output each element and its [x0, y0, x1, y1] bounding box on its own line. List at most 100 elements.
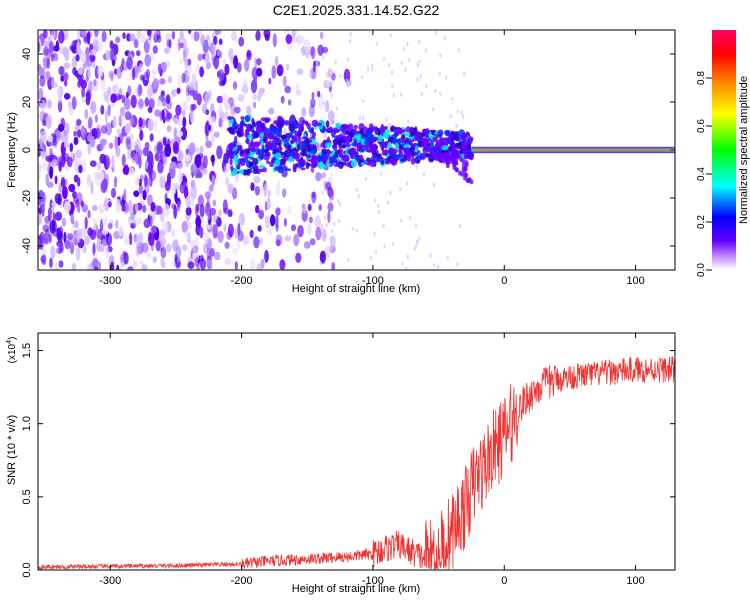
heatmap-cell — [338, 154, 345, 158]
heatmap-cell — [100, 105, 105, 115]
heatmap-cell — [268, 107, 275, 115]
heatmap-cell — [347, 257, 350, 263]
heatmap-cell — [294, 125, 298, 129]
heatmap-cell — [176, 200, 181, 212]
heatmap-cell — [234, 106, 241, 114]
heatmap-cell — [138, 117, 143, 128]
heatmap-cell — [142, 147, 150, 157]
heatmap-cell — [325, 120, 330, 128]
heatmap-cell — [237, 230, 244, 242]
heatmap-cell — [391, 84, 394, 89]
heatmap-cell — [158, 63, 162, 74]
heatmap-cell — [297, 225, 304, 238]
heatmap-cell — [147, 118, 154, 132]
heatmap-cell — [306, 223, 313, 235]
heatmap-cell — [331, 144, 338, 149]
y-tick-label: 40 — [21, 48, 33, 60]
heatmap-cell — [174, 253, 178, 264]
colorbar-gradient — [712, 30, 736, 270]
heatmap-cell — [425, 83, 428, 89]
heatmap-cell — [305, 161, 310, 170]
heatmap-cell — [319, 250, 326, 264]
bottom-x-axis-label: Height of straight line (km) — [292, 583, 420, 595]
heatmap-cell — [139, 33, 147, 44]
heatmap-cell — [246, 148, 251, 155]
heatmap-cell — [75, 246, 81, 261]
heatmap-cell — [327, 202, 334, 212]
y-tick-label: -20 — [21, 190, 33, 206]
heatmap-cell — [310, 46, 316, 60]
heatmap-cell — [377, 209, 381, 214]
heatmap-cell — [97, 65, 104, 77]
heatmap-cell — [91, 258, 99, 269]
heatmap-cell — [139, 129, 144, 141]
heatmap-cell — [213, 55, 220, 70]
heatmap-cell — [89, 160, 97, 167]
heatmap-cell — [416, 239, 419, 245]
heatmap-cell — [129, 232, 133, 246]
heatmap-cell — [311, 92, 315, 99]
heatmap-cell — [263, 184, 268, 198]
heatmap-cell — [424, 147, 431, 151]
heatmap-cell — [275, 207, 281, 216]
heatmap-cell — [189, 89, 196, 96]
heatmap-cell — [173, 127, 178, 141]
heatmap-cell — [164, 143, 172, 157]
heatmap-cell — [50, 30, 56, 41]
heatmap-cell — [433, 154, 438, 160]
heatmap-cell — [175, 261, 181, 268]
heatmap-cell — [122, 32, 126, 40]
heatmap-cell — [144, 53, 152, 67]
heatmap-cell — [355, 228, 358, 233]
heatmap-cell — [58, 245, 63, 254]
heatmap-cell — [395, 142, 399, 150]
heatmap-cell — [437, 132, 443, 139]
heatmap-cell — [154, 30, 158, 38]
heatmap-cell — [406, 41, 409, 47]
heatmap-cell — [387, 124, 390, 129]
heatmap-cell — [416, 62, 420, 67]
heatmap-cell — [142, 189, 147, 201]
heatmap-cell — [410, 157, 416, 165]
heatmap-cell — [446, 256, 449, 261]
heatmap-cell — [325, 142, 332, 149]
snr-panel: -300 -200 -100 0 100 0.0 0.5 1.0 1.5 Height of … — [6, 332, 676, 595]
heatmap-cell — [322, 46, 329, 54]
heatmap-cell — [111, 154, 115, 169]
heatmap-cell — [459, 156, 463, 162]
heatmap-cell — [102, 217, 109, 226]
heatmap-cell — [132, 219, 137, 229]
heatmap-cell — [392, 151, 397, 160]
heatmap-cell — [317, 44, 324, 56]
heatmap-cell — [218, 209, 222, 217]
heatmap-cell — [429, 253, 432, 258]
heatmap-cell — [336, 138, 343, 146]
heatmap-cell — [51, 81, 58, 88]
heatmap-cell — [49, 166, 54, 180]
heatmap-cell — [407, 151, 412, 156]
heatmap-cell — [160, 246, 167, 259]
heatmap-cell — [397, 128, 404, 135]
heatmap-cell — [315, 172, 322, 182]
heatmap-cell — [258, 209, 264, 220]
heatmap-cell — [358, 115, 362, 121]
heatmap-cell — [230, 30, 237, 41]
heatmap-cell — [42, 160, 49, 171]
heatmap-cell — [370, 126, 378, 131]
heatmap-cell — [419, 74, 422, 79]
heatmap-cell — [312, 159, 318, 166]
bottom-x-ticks: -300 -200 -100 0 100 — [99, 333, 645, 587]
heatmap-cell — [420, 91, 423, 97]
heatmap-cell — [293, 233, 300, 247]
heatmap-cell — [107, 104, 111, 117]
heatmap-cell — [390, 158, 398, 166]
heatmap-cell — [53, 52, 59, 62]
heatmap-cell — [77, 80, 81, 88]
heatmap-cell — [268, 77, 272, 85]
heatmap-cell — [409, 136, 413, 140]
colorbar-tick-label: 0.0 — [696, 263, 707, 277]
heatmap-cell — [342, 143, 346, 148]
heatmap-cell — [173, 117, 178, 125]
heatmap-cell — [75, 158, 82, 167]
heatmap-cell — [101, 228, 109, 235]
